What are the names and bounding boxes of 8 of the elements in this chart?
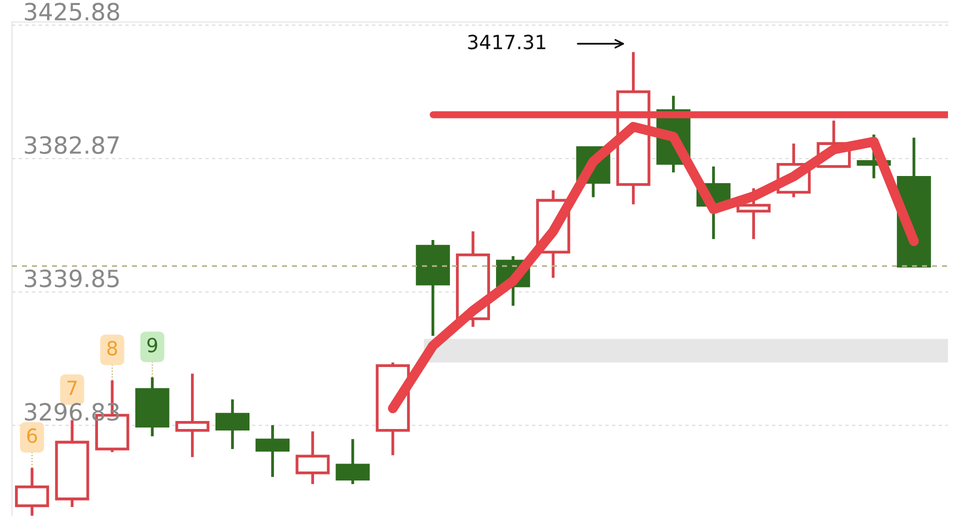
y-tick-label: 3339.85 (24, 270, 119, 288)
annotation: 8 (107, 340, 118, 356)
y-tick-label: 3425.88 (24, 2, 120, 21)
annotation: 3417.31 (468, 34, 546, 50)
annotation: 7 (68, 380, 77, 395)
y-tick-label: 3382.87 (24, 136, 119, 154)
annotation: 6 (27, 428, 38, 444)
annotation: 9 (147, 338, 158, 352)
